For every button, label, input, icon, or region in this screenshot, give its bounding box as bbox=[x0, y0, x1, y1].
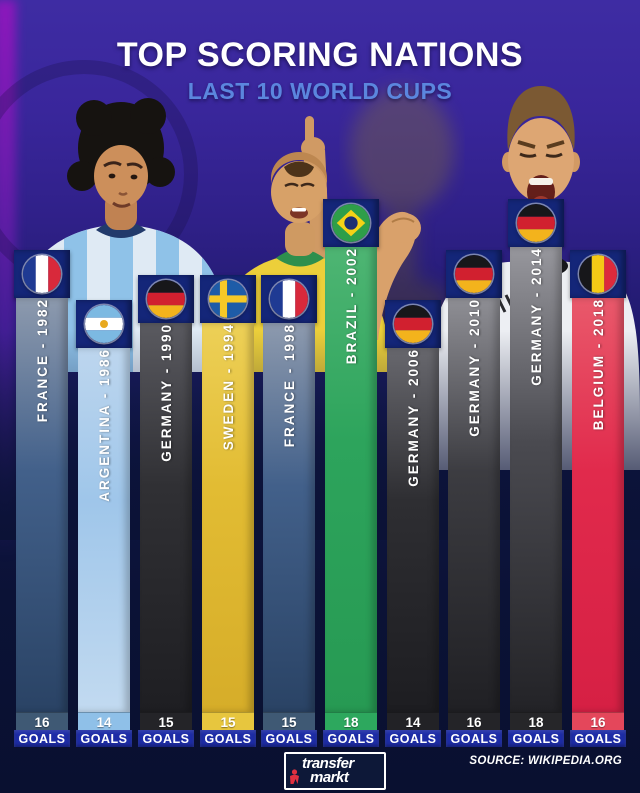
bar: FRANCE - 1998 bbox=[263, 323, 315, 712]
bar: BRAZIL - 2002 bbox=[325, 247, 377, 712]
goals-value: 16 bbox=[572, 712, 624, 731]
flag-germany-icon bbox=[517, 204, 555, 242]
bar: GERMANY - 2006 bbox=[387, 348, 439, 712]
flag-france-icon bbox=[23, 255, 61, 293]
bar-label: BELGIUM - 2018 bbox=[590, 298, 606, 431]
bar: GERMANY - 2014 bbox=[510, 247, 562, 712]
flag-france-icon bbox=[270, 280, 308, 318]
goals-value: 15 bbox=[202, 712, 254, 731]
goals-value: 16 bbox=[16, 712, 68, 731]
goals-label: GOALS bbox=[200, 730, 256, 747]
flag-box bbox=[200, 275, 256, 323]
bar: GERMANY - 1990 bbox=[140, 323, 192, 712]
flag-box bbox=[76, 300, 132, 348]
bar-label: FRANCE - 1998 bbox=[281, 323, 297, 448]
flag-box bbox=[385, 300, 441, 348]
bar-label: SWEDEN - 1994 bbox=[220, 323, 236, 451]
header: TOP SCORING NATIONS LAST 10 WORLD CUPS bbox=[0, 0, 640, 105]
goals-label: GOALS bbox=[138, 730, 194, 747]
goals-value: 16 bbox=[448, 712, 500, 731]
source-credit: SOURCE: WIKIPEDIA.ORG bbox=[469, 755, 622, 767]
flag-box bbox=[570, 250, 626, 298]
bar: BELGIUM - 2018 bbox=[572, 298, 624, 712]
flag-belgium-icon bbox=[579, 255, 617, 293]
bar: ARGENTINA - 1986 bbox=[78, 348, 130, 712]
goals-label: GOALS bbox=[323, 730, 379, 747]
bar: SWEDEN - 1994 bbox=[202, 323, 254, 712]
bar-label: GERMANY - 1990 bbox=[158, 323, 174, 462]
page-subtitle: LAST 10 WORLD CUPS bbox=[187, 78, 453, 104]
bar-label: ARGENTINA - 1986 bbox=[96, 348, 112, 502]
goals-value: 15 bbox=[263, 712, 315, 731]
transfermarkt-logo-line1: transfer bbox=[302, 755, 354, 772]
bar-label: BRAZIL - 2002 bbox=[343, 247, 359, 365]
flag-argentina-icon bbox=[85, 305, 123, 343]
flag-germany-icon bbox=[394, 305, 432, 343]
flag-box bbox=[508, 199, 564, 247]
goals-label: GOALS bbox=[385, 730, 441, 747]
bar-label: FRANCE - 1982 bbox=[34, 298, 50, 423]
transfermarkt-mascot-icon bbox=[290, 769, 299, 784]
flag-box bbox=[14, 250, 70, 298]
footer: transfer markt SOURCE: WIKIPEDIA.ORG bbox=[0, 747, 640, 793]
flag-germany-icon bbox=[455, 255, 493, 293]
goals-value: 14 bbox=[78, 712, 130, 731]
bar-label: GERMANY - 2010 bbox=[466, 298, 482, 437]
goals-value: 15 bbox=[140, 712, 192, 731]
flag-germany-icon bbox=[147, 280, 185, 318]
bar-label: GERMANY - 2006 bbox=[405, 348, 421, 487]
transfermarkt-logo: transfer markt bbox=[284, 752, 386, 790]
goals-label: GOALS bbox=[261, 730, 317, 747]
goals-value: 18 bbox=[510, 712, 562, 731]
goals-label: GOALS bbox=[570, 730, 626, 747]
flag-box bbox=[323, 199, 379, 247]
page-title: TOP SCORING NATIONS bbox=[116, 36, 524, 74]
bar: GERMANY - 2010 bbox=[448, 298, 500, 712]
flag-box bbox=[138, 275, 194, 323]
goals-value: 18 bbox=[325, 712, 377, 731]
transfermarkt-logo-line2: markt bbox=[310, 769, 349, 786]
flag-box bbox=[446, 250, 502, 298]
goals-value: 14 bbox=[387, 712, 439, 731]
goals-label: GOALS bbox=[508, 730, 564, 747]
bar-label: GERMANY - 2014 bbox=[528, 247, 544, 386]
flag-brazil-icon bbox=[332, 204, 370, 242]
goals-label: GOALS bbox=[446, 730, 502, 747]
flag-box bbox=[261, 275, 317, 323]
bar: FRANCE - 1982 bbox=[16, 298, 68, 712]
flag-sweden-icon bbox=[209, 280, 247, 318]
goals-label: GOALS bbox=[76, 730, 132, 747]
goals-label: GOALS bbox=[14, 730, 70, 747]
